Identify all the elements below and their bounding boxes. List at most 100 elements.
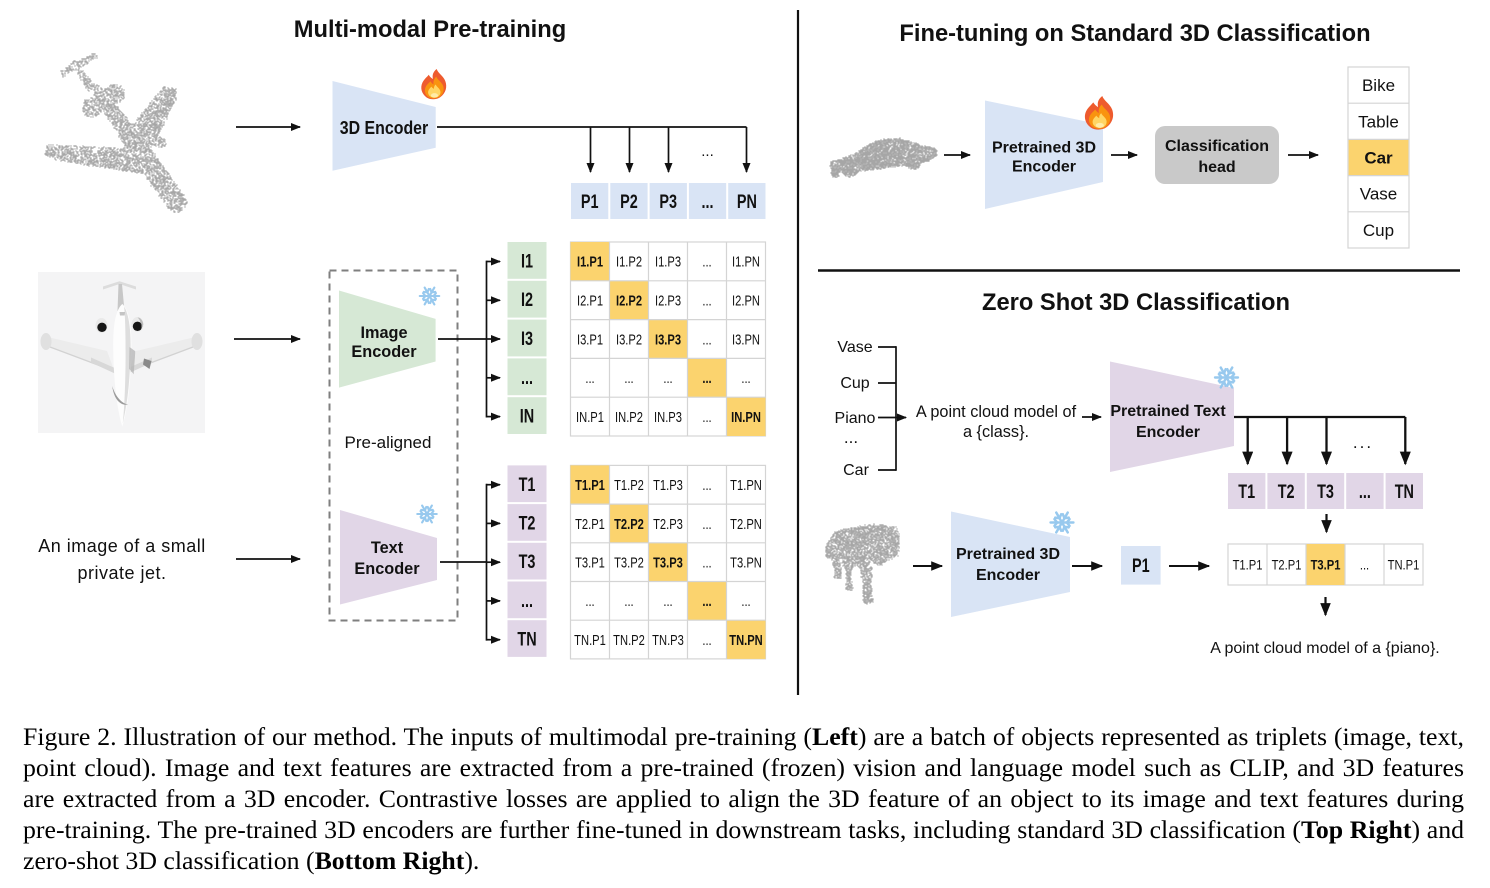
svg-text:TN.P3: TN.P3 bbox=[652, 631, 684, 648]
svg-text:TN.P2: TN.P2 bbox=[613, 631, 645, 648]
svg-text:Encoder: Encoder bbox=[1136, 424, 1200, 441]
svg-text:I3: I3 bbox=[521, 327, 533, 350]
svg-text:T3.P1: T3.P1 bbox=[575, 554, 605, 571]
svg-text:T1.PN: T1.PN bbox=[730, 477, 762, 494]
svg-text:Classification: Classification bbox=[1165, 138, 1269, 155]
svg-text:...: ... bbox=[702, 631, 711, 648]
svg-text:I2.P3: I2.P3 bbox=[655, 292, 681, 309]
svg-text:Piano: Piano bbox=[835, 410, 876, 427]
svg-text:...: ... bbox=[1353, 433, 1373, 452]
svg-text:T2.P1: T2.P1 bbox=[575, 515, 605, 532]
svg-text:T1.P1: T1.P1 bbox=[575, 477, 605, 494]
svg-text:...: ... bbox=[702, 331, 711, 348]
svg-text:T2.P2: T2.P2 bbox=[614, 515, 644, 532]
svg-text:T3.P3: T3.P3 bbox=[653, 554, 683, 571]
svg-text:I2.P2: I2.P2 bbox=[616, 292, 642, 309]
svg-text:I3.P3: I3.P3 bbox=[655, 331, 681, 348]
svg-text:...: ... bbox=[663, 593, 672, 610]
svg-text:...: ... bbox=[741, 370, 750, 387]
svg-text:...: ... bbox=[1360, 557, 1369, 572]
svg-text:head: head bbox=[1198, 159, 1235, 176]
svg-text:T1: T1 bbox=[1238, 480, 1255, 503]
svg-text:private jet.: private jet. bbox=[77, 563, 166, 583]
svg-text:T2.P3: T2.P3 bbox=[653, 515, 683, 532]
svg-text:Encoder: Encoder bbox=[1012, 159, 1076, 176]
svg-text:IN.P2: IN.P2 bbox=[615, 408, 643, 425]
svg-text:Bike: Bike bbox=[1362, 76, 1395, 95]
svg-text:...: ... bbox=[521, 366, 533, 389]
svg-text:I2: I2 bbox=[521, 288, 533, 311]
svg-text:...: ... bbox=[585, 370, 594, 387]
svg-text:I1: I1 bbox=[521, 249, 533, 272]
svg-text:Car: Car bbox=[1364, 149, 1393, 168]
svg-text:Multi-modal Pre-training: Multi-modal Pre-training bbox=[294, 17, 566, 43]
svg-text:Table: Table bbox=[1358, 112, 1399, 131]
svg-text:...: ... bbox=[521, 589, 533, 612]
svg-text:I1.P3: I1.P3 bbox=[655, 253, 681, 270]
svg-text:Vase: Vase bbox=[837, 339, 872, 356]
svg-text:I3.PN: I3.PN bbox=[732, 331, 760, 348]
svg-text:Pretrained 3D: Pretrained 3D bbox=[992, 140, 1096, 157]
svg-text:...: ... bbox=[1359, 480, 1371, 503]
svg-text:...: ... bbox=[663, 370, 672, 387]
svg-text:T1: T1 bbox=[519, 473, 536, 496]
svg-text:Zero Shot 3D Classification: Zero Shot 3D Classification bbox=[982, 290, 1290, 316]
svg-text:Encoder: Encoder bbox=[976, 567, 1040, 584]
svg-text:Cup: Cup bbox=[1363, 221, 1394, 240]
svg-text:TN: TN bbox=[517, 627, 536, 650]
svg-text:TN: TN bbox=[1395, 480, 1414, 503]
svg-text:3D Encoder: 3D Encoder bbox=[340, 117, 429, 138]
svg-text:Encoder: Encoder bbox=[351, 343, 417, 361]
svg-text:Pre-aligned: Pre-aligned bbox=[345, 433, 432, 452]
svg-text:IN.P3: IN.P3 bbox=[654, 408, 682, 425]
svg-text:Pretrained Text: Pretrained Text bbox=[1110, 403, 1226, 420]
svg-text:An image of a small: An image of a small bbox=[38, 536, 206, 556]
svg-text:T3: T3 bbox=[519, 550, 536, 573]
svg-text:I3.P2: I3.P2 bbox=[616, 331, 642, 348]
svg-text:Pretrained 3D: Pretrained 3D bbox=[956, 546, 1060, 563]
svg-text:P1: P1 bbox=[1132, 554, 1150, 577]
svg-text:P1: P1 bbox=[581, 190, 599, 213]
svg-text:I1.P1: I1.P1 bbox=[577, 253, 603, 270]
svg-text:A point cloud model of a {pian: A point cloud model of a {piano}. bbox=[1210, 640, 1440, 657]
svg-text:P2: P2 bbox=[620, 190, 638, 213]
svg-text:I2.P1: I2.P1 bbox=[577, 292, 603, 309]
svg-text:A point cloud model of: A point cloud model of bbox=[916, 403, 1077, 421]
svg-text:...: ... bbox=[702, 554, 711, 571]
svg-text:T2: T2 bbox=[519, 511, 536, 534]
svg-text:...: ... bbox=[624, 593, 633, 610]
svg-text:T3: T3 bbox=[1317, 480, 1334, 503]
svg-text:a {class}.: a {class}. bbox=[963, 423, 1029, 441]
svg-text:T1.P3: T1.P3 bbox=[653, 477, 683, 494]
svg-text:IN.PN: IN.PN bbox=[731, 408, 761, 425]
svg-text:...: ... bbox=[844, 428, 858, 447]
svg-text:...: ... bbox=[702, 370, 711, 387]
svg-text:I3.P1: I3.P1 bbox=[577, 331, 603, 348]
svg-text:Cup: Cup bbox=[840, 375, 869, 392]
svg-text:T2: T2 bbox=[1278, 480, 1295, 503]
svg-text:T3.P2: T3.P2 bbox=[614, 554, 644, 571]
svg-text:T2.P1: T2.P1 bbox=[1272, 557, 1302, 572]
svg-text:TN.P1: TN.P1 bbox=[1388, 557, 1420, 572]
svg-text:TN.P1: TN.P1 bbox=[574, 631, 606, 648]
svg-text:...: ... bbox=[702, 477, 711, 494]
svg-text:T3.P1: T3.P1 bbox=[1311, 557, 1341, 572]
svg-text:...: ... bbox=[585, 593, 594, 610]
svg-text:T2.PN: T2.PN bbox=[730, 515, 762, 532]
svg-text:Vase: Vase bbox=[1360, 185, 1398, 204]
svg-text:...: ... bbox=[741, 593, 750, 610]
svg-text:...: ... bbox=[702, 190, 714, 213]
svg-text:IN.P1: IN.P1 bbox=[576, 408, 604, 425]
svg-text:...: ... bbox=[702, 292, 711, 309]
svg-text:...: ... bbox=[702, 253, 711, 270]
svg-text:Text: Text bbox=[371, 539, 404, 557]
svg-text:Encoder: Encoder bbox=[354, 560, 420, 578]
svg-text:TN.PN: TN.PN bbox=[729, 631, 762, 648]
svg-text:Fine-tuning on Standard 3D Cla: Fine-tuning on Standard 3D Classificatio… bbox=[899, 21, 1370, 47]
svg-text:Image: Image bbox=[360, 324, 407, 342]
svg-text:IN: IN bbox=[520, 404, 534, 427]
svg-text:PN: PN bbox=[737, 190, 757, 213]
svg-text:T1.P1: T1.P1 bbox=[1233, 557, 1263, 572]
svg-text:T3.PN: T3.PN bbox=[730, 554, 762, 571]
svg-text:I1.PN: I1.PN bbox=[732, 253, 760, 270]
